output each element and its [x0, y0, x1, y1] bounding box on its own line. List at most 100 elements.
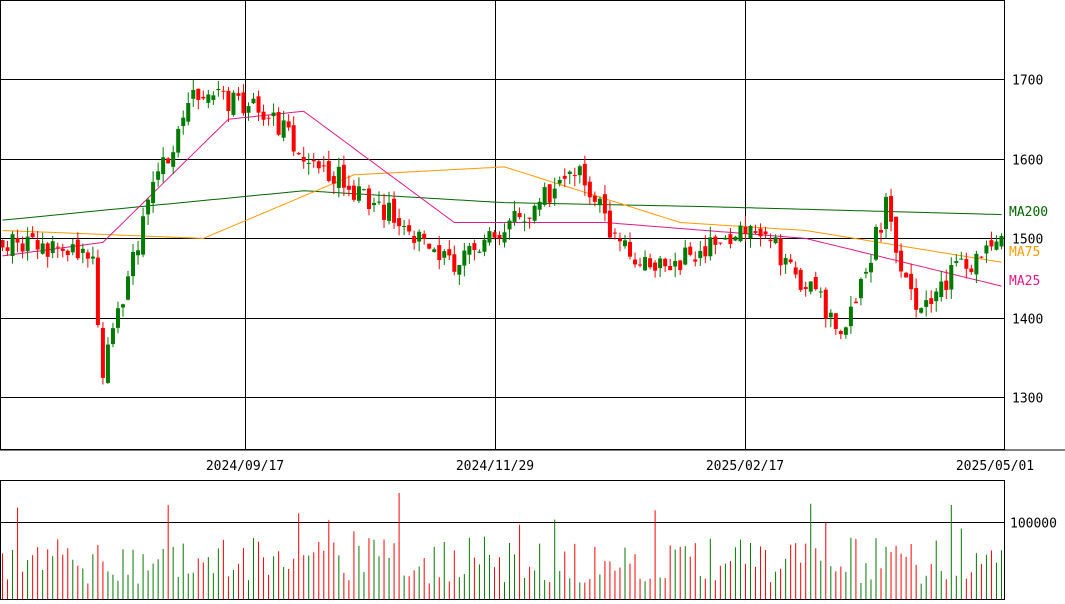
candle-body	[10, 234, 15, 256]
candle-body	[356, 186, 361, 201]
candle-body	[447, 249, 452, 256]
candle-body	[231, 92, 236, 115]
candle-body	[75, 239, 80, 259]
candle-body	[181, 117, 186, 126]
candle-body	[602, 194, 607, 214]
candle-body	[939, 281, 944, 298]
candle-body	[798, 269, 803, 290]
candle-body	[833, 313, 838, 330]
candle-body	[793, 267, 798, 275]
candle-body	[211, 95, 216, 100]
price-tick-label: 1700	[1012, 74, 1043, 89]
candle-body	[336, 166, 341, 188]
candle-body	[171, 152, 176, 167]
candle-body	[246, 106, 251, 113]
candle-body	[0, 240, 5, 248]
candle-body	[25, 236, 30, 252]
candle-body	[291, 125, 296, 152]
candle-body	[617, 238, 622, 242]
ma200-label: MA200	[1009, 205, 1048, 220]
candle-body	[276, 112, 281, 135]
candle-body	[115, 308, 120, 328]
candle-body	[542, 187, 547, 205]
candle-body	[612, 232, 617, 234]
candle-body	[648, 258, 653, 268]
moving-average-layer	[2, 110, 1002, 287]
candle-body	[256, 96, 261, 113]
candle-body	[266, 117, 271, 119]
candle-body	[848, 306, 853, 327]
candle-body	[417, 231, 422, 242]
volume-layer	[2, 492, 1002, 599]
candle-body	[537, 201, 542, 210]
candlestick-layer	[0, 79, 1004, 385]
candle-body	[763, 231, 768, 235]
candle-body	[40, 243, 45, 254]
candle-body	[658, 258, 663, 269]
candle-body	[954, 260, 959, 264]
candle-body	[55, 246, 60, 248]
date-tick-label: 2025/02/17	[706, 459, 784, 474]
candle-body	[949, 265, 954, 290]
candle-body	[863, 271, 868, 274]
candle-body	[994, 241, 999, 250]
date-tick-label: 2025/05/01	[956, 459, 1034, 474]
candle-body	[587, 181, 592, 198]
candle-body	[236, 93, 241, 96]
candle-body	[60, 248, 65, 251]
grid-layer	[0, 0, 1004, 523]
price-tick-label: 1300	[1012, 392, 1043, 407]
candle-body	[974, 253, 979, 275]
candle-body	[326, 161, 331, 181]
candle-body	[50, 241, 55, 254]
candle-body	[638, 264, 643, 266]
candle-body	[989, 240, 994, 247]
candle-body	[216, 88, 221, 91]
candle-body	[894, 216, 899, 253]
candle-body	[653, 262, 658, 271]
date-tick-label: 2024/09/17	[206, 459, 284, 474]
candle-body	[387, 202, 392, 221]
candle-body	[899, 250, 904, 272]
candle-body	[813, 276, 818, 290]
candle-body	[979, 256, 984, 258]
candle-body	[964, 259, 969, 269]
candle-body	[743, 226, 748, 235]
candle-body	[879, 230, 884, 233]
candle-body	[15, 238, 20, 243]
candle-body	[673, 260, 678, 267]
candle-body	[412, 235, 417, 243]
candle-body	[201, 96, 206, 99]
candle-body	[572, 175, 577, 177]
candle-body	[753, 231, 758, 233]
candle-body	[698, 250, 703, 259]
candle-body	[628, 241, 633, 257]
candle-body	[924, 300, 929, 307]
candle-body	[818, 291, 823, 293]
candle-body	[462, 250, 467, 266]
candle-body	[577, 166, 582, 176]
candle-body	[432, 249, 437, 252]
candle-body	[919, 308, 924, 313]
candle-body	[688, 246, 693, 255]
candle-body	[437, 245, 442, 261]
candle-body	[156, 171, 161, 180]
candle-body	[457, 265, 462, 275]
candle-body	[126, 276, 131, 300]
candle-body	[80, 248, 85, 253]
candle-body	[778, 238, 783, 266]
candle-body	[161, 157, 166, 175]
candle-body	[110, 328, 115, 345]
candle-body	[271, 112, 276, 117]
candle-body	[20, 243, 25, 252]
candle-body	[377, 201, 382, 203]
candle-body	[532, 205, 537, 221]
candle-body	[969, 268, 974, 273]
candle-body	[683, 247, 688, 265]
candle-body	[507, 220, 512, 230]
candle-body	[904, 272, 909, 278]
candle-body	[392, 198, 397, 223]
candle-body	[678, 260, 683, 271]
candle-body	[166, 158, 171, 164]
price-tick-label: 1500	[1012, 233, 1043, 248]
